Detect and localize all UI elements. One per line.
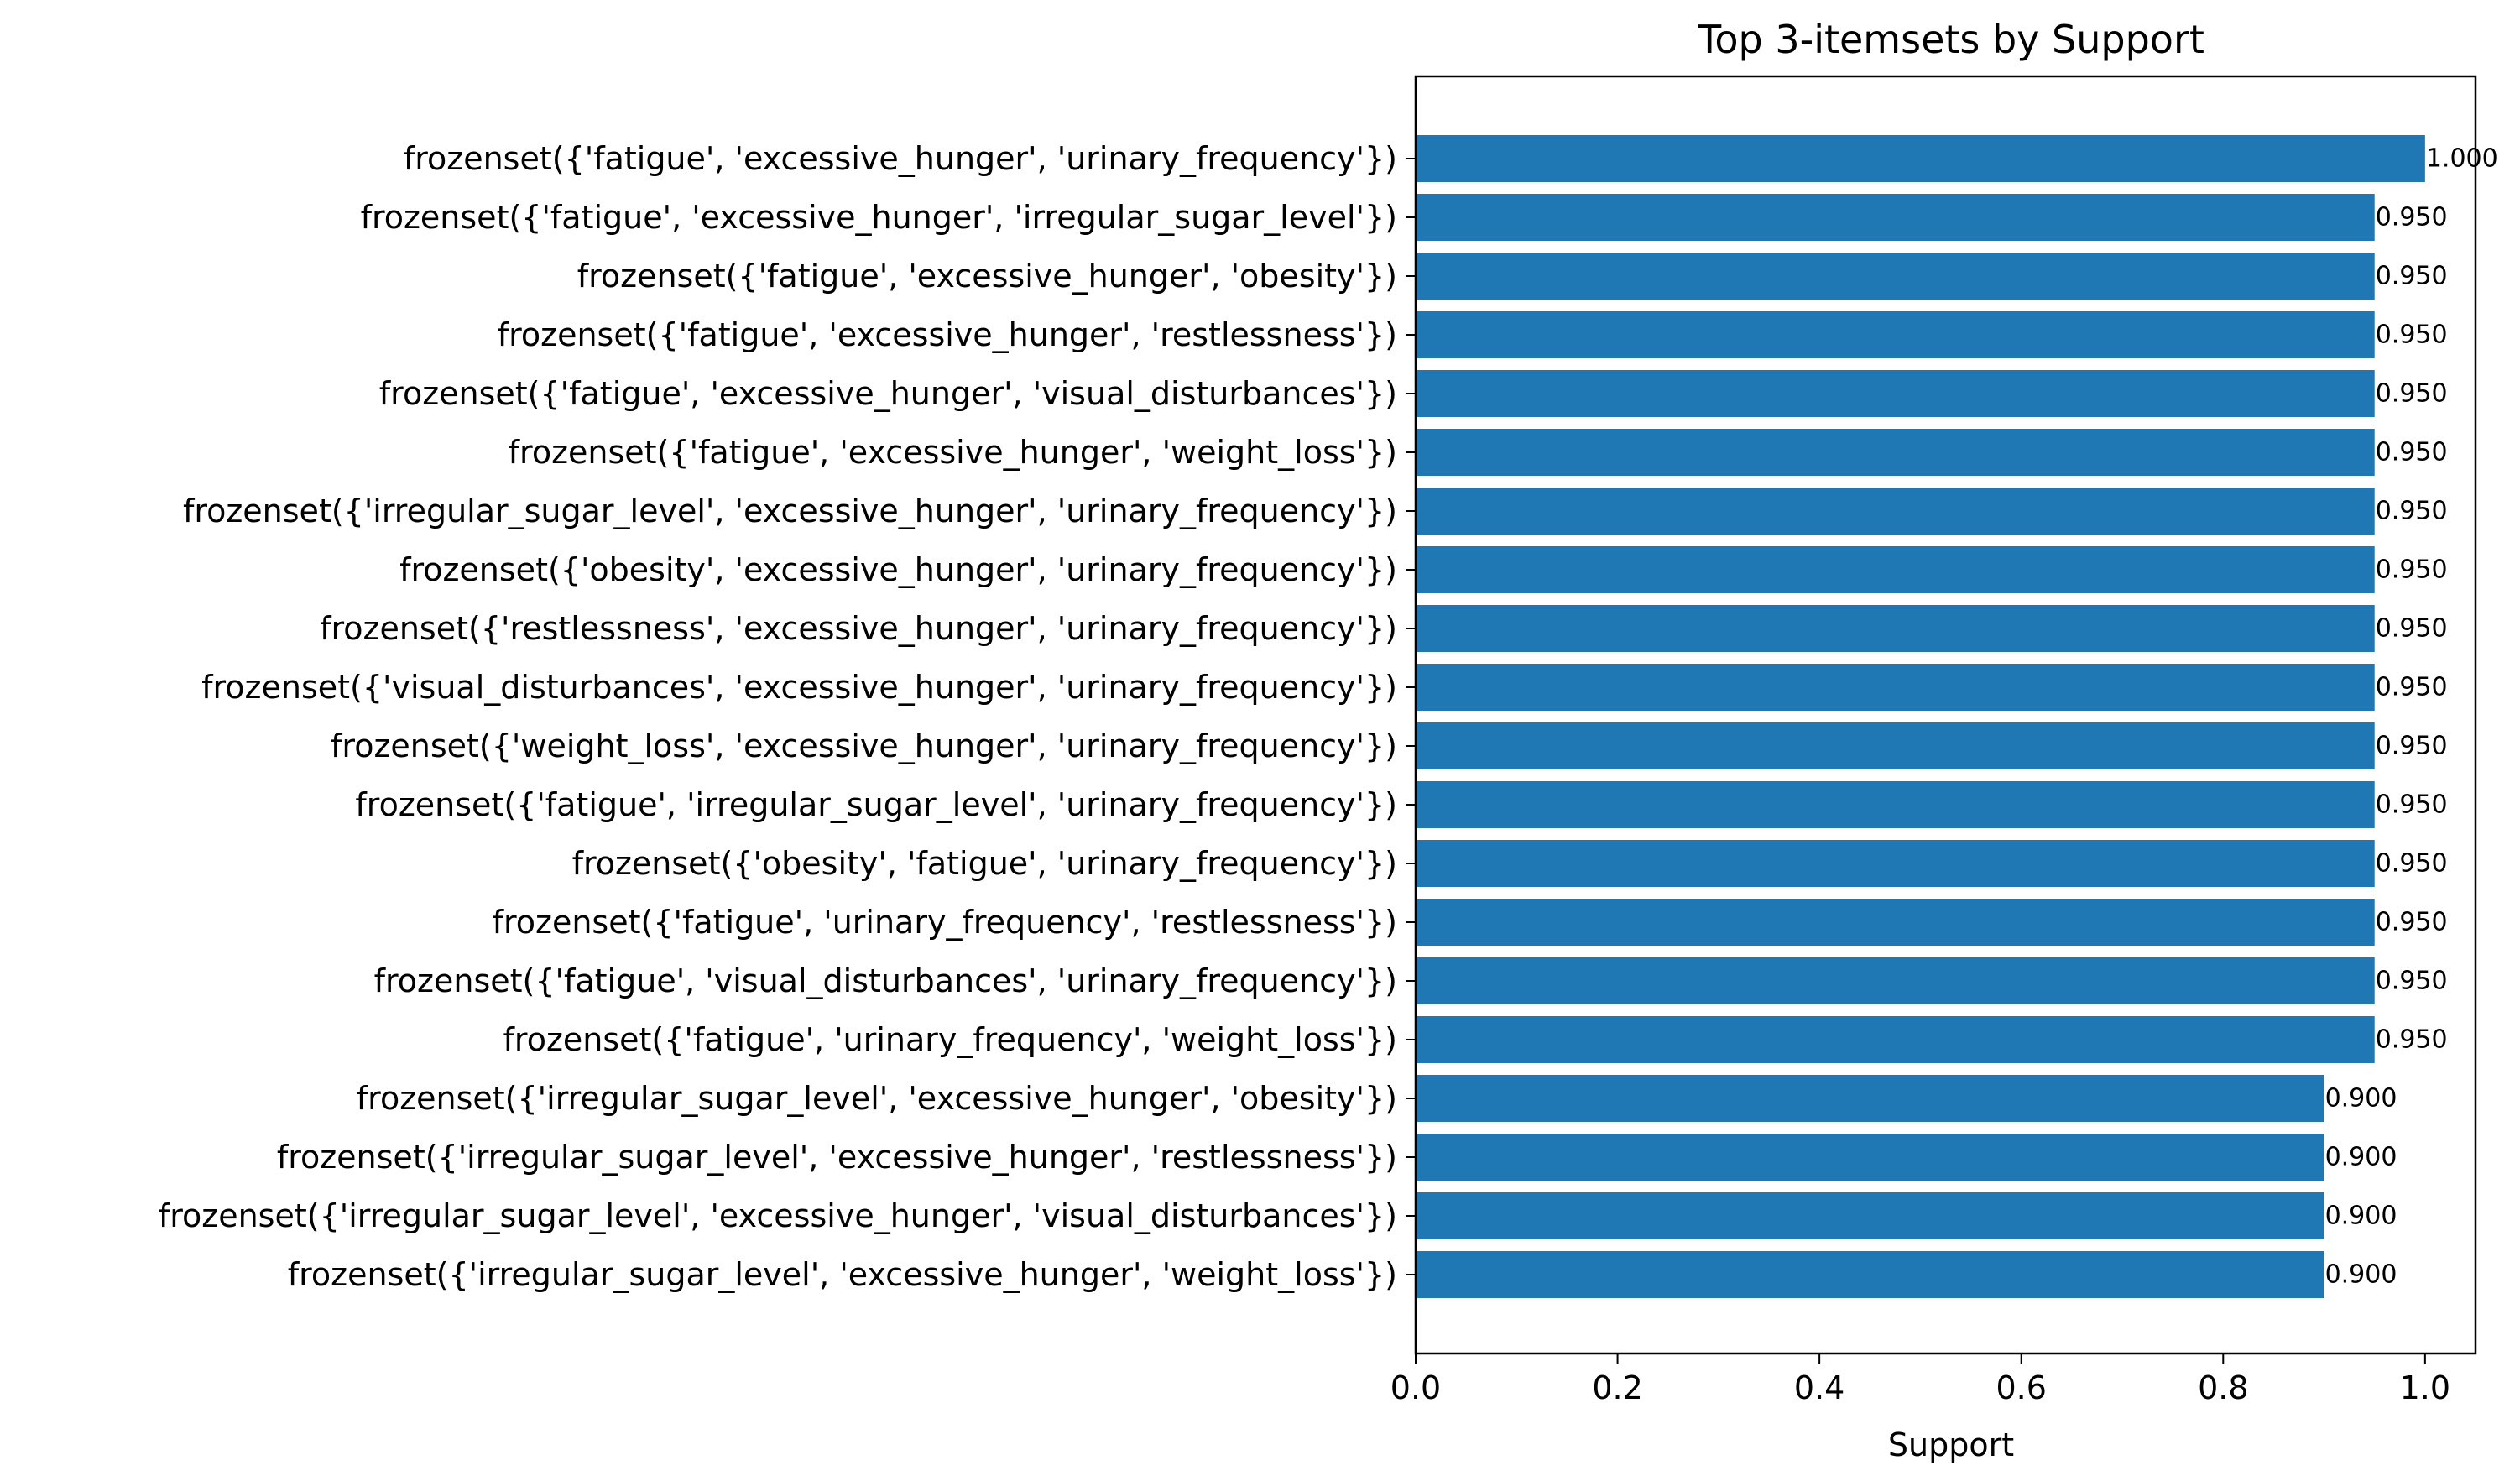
bar (1416, 194, 2375, 241)
bar (1416, 1192, 2324, 1239)
x-axis: 0.0 0.2 0.4 0.6 0.8 1.0 (1390, 1353, 2450, 1406)
bar (1416, 899, 2375, 946)
value-label: 0.900 (2325, 1202, 2397, 1231)
value-label: 0.900 (2325, 1084, 2397, 1113)
value-label: 0.950 (2376, 732, 2448, 761)
y-tick-label: frozenset({'irregular_sugar_level', 'exc… (159, 1197, 1397, 1234)
value-label: 0.950 (2376, 438, 2448, 467)
chart-title: Top 3-itemsets by Support (1697, 17, 2204, 62)
x-tick-label: 0.4 (1794, 1369, 1844, 1406)
value-label: 0.950 (2376, 673, 2448, 702)
y-tick-label: frozenset({'fatigue', 'visual_disturbanc… (374, 962, 1397, 999)
x-tick-label: 0.0 (1390, 1369, 1441, 1406)
bar (1416, 429, 2375, 476)
value-label: 0.950 (2376, 614, 2448, 644)
y-tick-label: frozenset({'obesity', 'excessive_hunger'… (399, 551, 1397, 588)
y-tick-label: frozenset({'fatigue', 'excessive_hunger'… (498, 316, 1397, 353)
value-label: 0.950 (2376, 908, 2448, 937)
bar (1416, 488, 2375, 535)
bar (1416, 722, 2375, 769)
y-tick-label: frozenset({'fatigue', 'excessive_hunger'… (404, 140, 1397, 177)
y-tick-label: frozenset({'irregular_sugar_level', 'exc… (277, 1139, 1397, 1176)
value-label: 0.950 (2376, 379, 2448, 409)
y-tick-label: frozenset({'fatigue', 'excessive_hunger'… (361, 199, 1397, 236)
bar (1416, 1075, 2324, 1122)
bar (1416, 664, 2375, 711)
bar (1416, 605, 2375, 652)
y-tick-label: frozenset({'fatigue', 'excessive_hunger'… (379, 375, 1397, 412)
y-tick-labels: frozenset({'fatigue', 'excessive_hunger'… (159, 140, 1416, 1293)
bar (1416, 1016, 2375, 1063)
value-label: 0.950 (2376, 203, 2448, 232)
bar (1416, 546, 2375, 593)
y-tick-label: frozenset({'restlessness', 'excessive_hu… (320, 610, 1397, 647)
y-tick-label: frozenset({'fatigue', 'urinary_frequency… (503, 1021, 1397, 1058)
y-tick-label: frozenset({'fatigue', 'urinary_frequency… (493, 904, 1397, 941)
value-label: 0.950 (2376, 321, 2448, 350)
y-tick-label: frozenset({'obesity', 'fatigue', 'urinar… (572, 845, 1397, 882)
value-label: 0.950 (2376, 555, 2448, 585)
value-label: 0.900 (2325, 1143, 2397, 1172)
bar (1416, 957, 2375, 1004)
bar (1416, 311, 2375, 358)
y-tick-label: frozenset({'irregular_sugar_level', 'exc… (357, 1080, 1397, 1117)
y-tick-label: frozenset({'irregular_sugar_level', 'exc… (183, 493, 1397, 529)
x-tick-label: 0.2 (1592, 1369, 1642, 1406)
value-label: 0.950 (2376, 790, 2448, 820)
y-tick-label: frozenset({'weight_loss', 'excessive_hun… (331, 727, 1397, 764)
y-tick-label: frozenset({'fatigue', 'excessive_hunger'… (577, 258, 1397, 295)
bars-group (1416, 135, 2425, 1298)
x-tick-label: 0.8 (2198, 1369, 2248, 1406)
y-tick-label: frozenset({'visual_disturbances', 'exces… (201, 669, 1397, 706)
y-tick-label: frozenset({'fatigue', 'irregular_sugar_l… (355, 786, 1397, 823)
bar (1416, 1134, 2324, 1181)
y-tick-label: frozenset({'irregular_sugar_level', 'exc… (288, 1256, 1397, 1293)
value-label: 0.950 (2376, 849, 2448, 879)
value-label: 0.950 (2376, 967, 2448, 996)
y-tick-label: frozenset({'fatigue', 'excessive_hunger'… (509, 434, 1397, 471)
x-axis-label: Support (1888, 1426, 2014, 1463)
value-label: 0.900 (2325, 1260, 2397, 1290)
value-label: 0.950 (2376, 497, 2448, 526)
bar (1416, 1251, 2324, 1298)
value-label: 0.950 (2376, 1025, 2448, 1055)
plot-frame (1414, 75, 2477, 1355)
value-label: 0.950 (2376, 262, 2448, 291)
bar (1416, 781, 2375, 828)
bar (1416, 253, 2375, 300)
bar (1416, 370, 2375, 417)
x-tick-label: 1.0 (2400, 1369, 2450, 1406)
value-label: 1.000 (2426, 144, 2498, 174)
x-tick-label: 0.6 (1996, 1369, 2046, 1406)
bar (1416, 135, 2425, 182)
bar (1416, 840, 2375, 887)
value-labels: 1.000 0.950 0.950 0.950 0.950 0.950 0.950 0.950… (2325, 144, 2498, 1290)
